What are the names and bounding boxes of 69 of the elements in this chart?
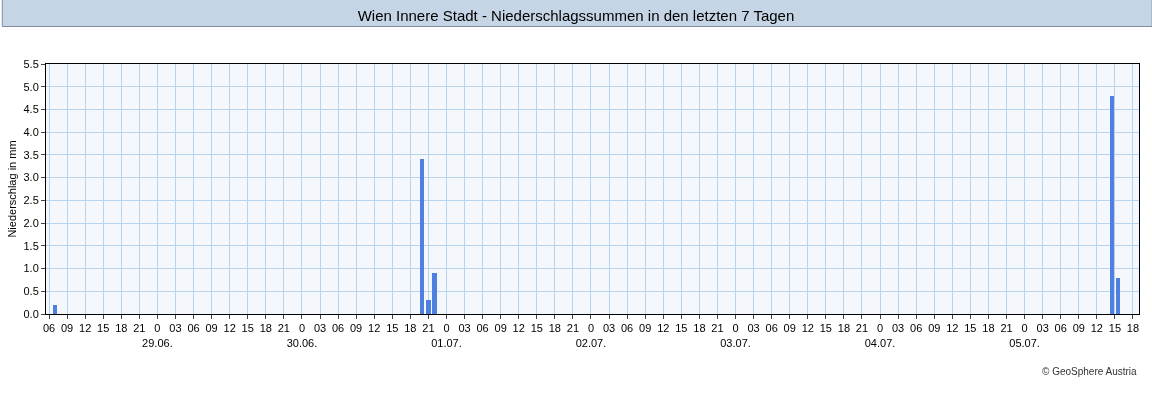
y-tick-label: 1.0 [23,262,39,275]
y-tick-label: 5.5 [23,57,39,70]
y-tick-label: 3.0 [23,171,39,184]
x-tick-label: 15 [530,322,543,335]
x-tick-label: 18 [259,322,272,335]
x-tick-label: 06 [1054,322,1067,335]
x-tick-label: 06 [42,322,56,335]
y-tick-label: 3.5 [23,148,39,161]
x-tick-label: 09 [350,322,363,335]
x-tick-label: 03 [313,322,327,335]
y-axis-title: Niederschlag in mm [6,140,19,238]
x-tick-label: 06 [910,322,923,335]
x-tick-label: 12 [79,322,92,335]
x-tick-label: 06 [331,322,345,335]
x-tick-label: 09 [494,322,507,335]
x-tick-label: 12 [801,322,814,335]
x-tick-label: 18 [837,322,851,335]
x-tick-label: 21 [711,322,724,335]
x-tick-label: 21 [1000,322,1013,335]
x-tick-label: 03 [747,322,760,335]
x-tick-label: 21 [133,322,146,335]
x-tick-label: 15 [97,322,110,335]
x-tick-label: 15 [964,322,977,335]
y-tick-label: 2.5 [23,194,39,207]
x-tick-label: 09 [783,322,796,335]
y-tick-label: 2.0 [23,216,39,229]
x-tick-label: 09 [928,322,941,335]
x-tick-label: 12 [1090,322,1103,335]
y-tick-label: 0.0 [23,307,39,320]
x-tick-label: 21 [277,322,290,335]
x-tick-label: 09 [205,322,218,335]
x-tick-label: 12 [657,322,670,335]
x-tick-label: 18 [115,322,128,335]
text: © GeoSphere Austria [1042,366,1138,377]
chart-title: Wien Innere Stadt - Niederschlagssummen in den letzten 7 Tagen [357,6,795,24]
x-tick-label: 12 [512,322,525,335]
x-tick-label: 06 [765,322,778,335]
x-tick-label: 09 [60,322,74,335]
y-tick-label: 4.0 [23,126,39,139]
x-tick-label: 06 [187,322,200,335]
x-tick-label: 03 [169,322,182,335]
x-tick-label: 09 [1072,322,1085,335]
x-tick-label: 03 [891,322,905,335]
x-tick-label: 18 [982,322,995,335]
y-tick-label: 0.5 [23,285,39,298]
x-tick-label: 12 [368,322,381,335]
x-tick-label: 03 [602,322,616,335]
x-tick-label: 03 [1036,322,1049,335]
x-tick-label: 18 [404,322,417,335]
x-tick-label: 03 [458,322,471,335]
x-tick-label: 18 [1126,322,1140,335]
x-tick-label: 21 [855,322,869,335]
x-tick-label: 15 [386,322,399,335]
x-tick-label: 15 [675,322,688,335]
x-tick-label: 12 [946,322,959,335]
x-tick-label: 21 [422,322,435,335]
x-tick-label: 18 [548,322,561,335]
x-tick-label: 06 [476,322,489,335]
x-tick-label: 06 [621,322,634,335]
y-tick-label: 1.5 [23,239,39,252]
x-tick-label: 15 [1108,322,1122,335]
x-tick-label: 21 [566,322,580,335]
x-tick-label: 09 [639,322,652,335]
y-tick-label: 4.5 [23,103,39,116]
x-tick-label: 12 [223,322,236,335]
y-tick-label: 5.0 [23,80,39,93]
x-tick-label: 15 [819,322,832,335]
x-tick-label: 18 [693,322,706,335]
x-tick-label: 15 [241,322,254,335]
